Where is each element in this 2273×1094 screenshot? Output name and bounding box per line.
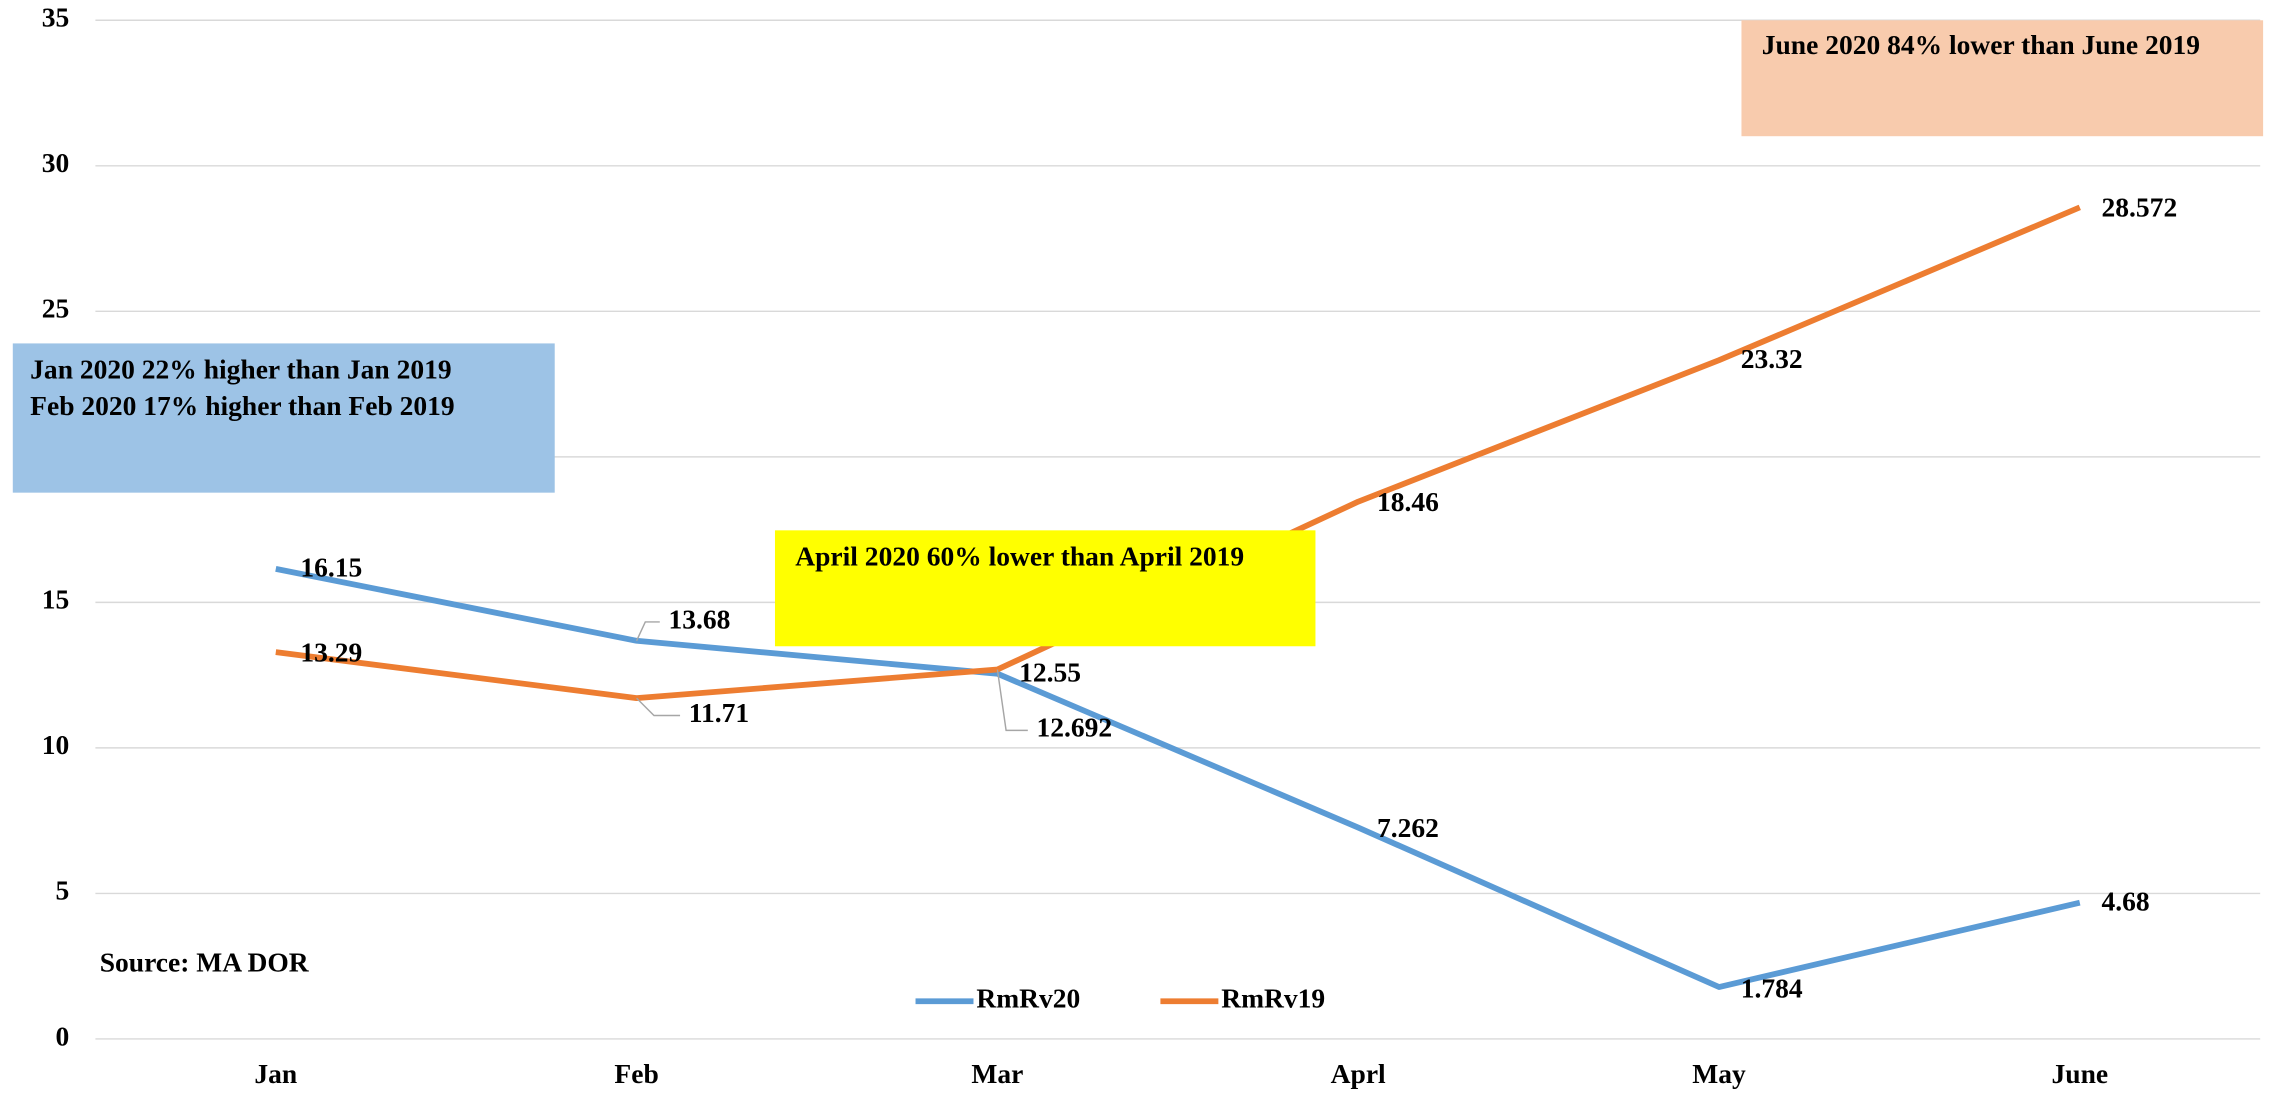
x-tick-label: Jan	[254, 1058, 297, 1089]
x-tick-label: Mar	[971, 1058, 1023, 1089]
y-tick-label: 5	[56, 875, 70, 906]
leader-line	[635, 621, 660, 642]
data-label: 7.262	[1377, 812, 1439, 843]
data-label: 12.692	[1037, 712, 1113, 743]
data-label: 16.15	[300, 552, 362, 583]
x-tick-label: June	[2052, 1058, 2109, 1089]
series-line	[275, 566, 2081, 990]
data-label: 12.55	[1019, 656, 1081, 687]
annotation-box	[774, 530, 1316, 647]
annotation-text: Feb 2020 17% higher than Feb 2019	[30, 390, 454, 421]
source-note: Source: MA DOR	[100, 946, 310, 977]
y-tick-label: 25	[42, 293, 70, 324]
legend-label: RmRv19	[1221, 983, 1325, 1014]
legend-label: RmRv20	[976, 983, 1080, 1014]
data-label: 13.29	[300, 636, 362, 667]
data-label: 4.68	[2102, 885, 2150, 916]
y-tick-label: 15	[42, 584, 70, 615]
x-tick-label: Feb	[614, 1058, 658, 1089]
annotation-text: Jan 2020 22% higher than Jan 2019	[30, 354, 451, 385]
annotation-box	[12, 343, 555, 493]
data-label: 1.784	[1741, 973, 1803, 1004]
data-label: 18.46	[1377, 486, 1439, 517]
y-tick-label: 10	[42, 729, 70, 760]
y-tick-label: 0	[56, 1020, 70, 1051]
leader-line	[996, 669, 1028, 732]
x-tick-label: May	[1692, 1058, 1746, 1089]
y-tick-label: 35	[42, 2, 70, 33]
x-tick-label: Aprl	[1331, 1058, 1386, 1089]
data-label: 13.68	[668, 603, 730, 634]
y-tick-label: 30	[42, 147, 70, 178]
data-label: 23.32	[1741, 343, 1803, 374]
data-label: 28.572	[2102, 192, 2178, 223]
data-label: 11.71	[689, 697, 749, 728]
leader-line	[636, 697, 681, 717]
annotation-text: April 2020 60% lower than April 2019	[795, 541, 1244, 572]
annotation-text: June 2020 84% lower than June 2019	[1762, 29, 2200, 60]
annotation-box	[1741, 20, 2264, 137]
